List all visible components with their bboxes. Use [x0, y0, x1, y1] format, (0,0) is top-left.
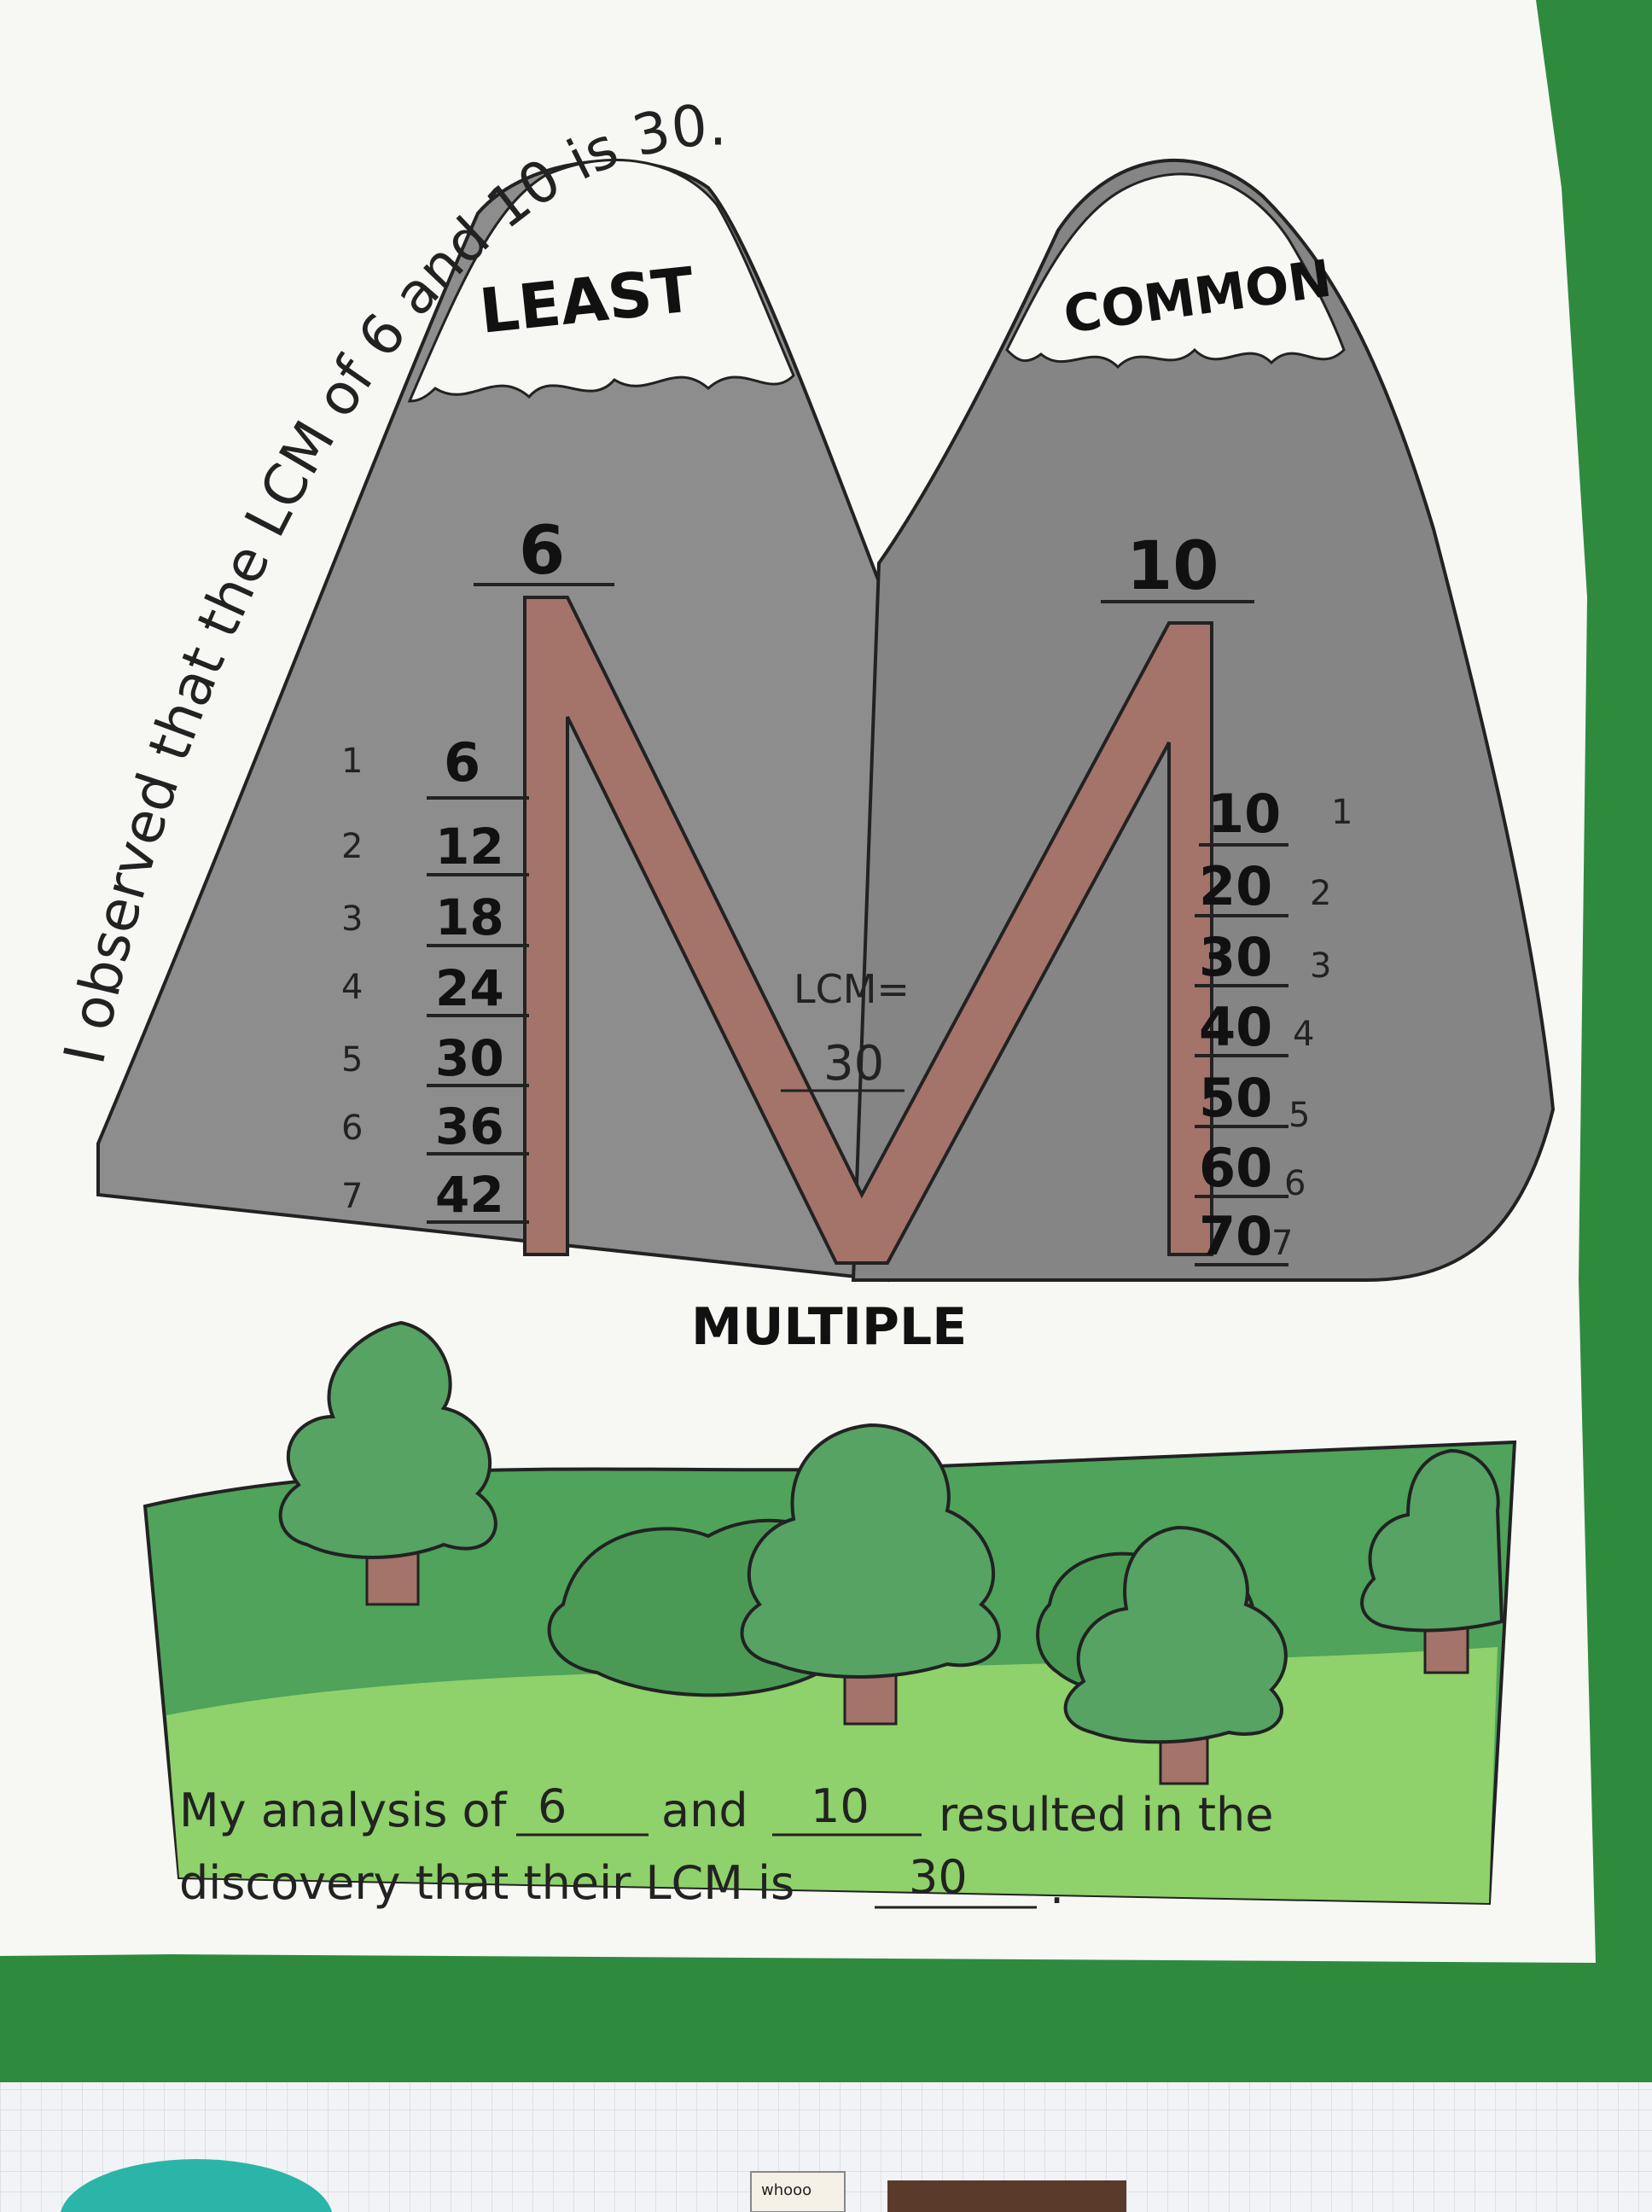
tree-canopy — [740, 1423, 1001, 1679]
left-index: 2 — [341, 827, 363, 866]
right-multiple: 40 — [1199, 996, 1272, 1058]
left-index: 5 — [341, 1040, 363, 1080]
sticker-text: whooo — [761, 2181, 811, 2199]
owl-sticker — [750, 2171, 846, 2212]
right-index: 3 — [1310, 946, 1331, 986]
sentence-line2-a: discovery that their LCM is — [179, 1856, 794, 1910]
left-multiple: 24 — [435, 959, 504, 1017]
sentence-line2-b: . — [1050, 1860, 1064, 1914]
right-index: 6 — [1284, 1164, 1306, 1203]
left-index: 3 — [341, 899, 363, 939]
sentence-blank1: 6 — [538, 1779, 567, 1833]
lcm-value: 30 — [823, 1036, 884, 1091]
right-multiple: 30 — [1199, 926, 1272, 988]
snow-cap-right — [1005, 172, 1346, 370]
left-index: 1 — [341, 742, 363, 781]
left-multiples: 6 12 18 24 30 36 42 — [427, 731, 529, 1224]
mountain-left — [96, 159, 907, 1283]
sentence-blank3: 30 — [909, 1850, 968, 1904]
sentence-line1-a: My analysis of — [179, 1784, 509, 1837]
sentence-line1-c: resulted in the — [939, 1788, 1273, 1842]
left-multiple: 30 — [435, 1029, 504, 1087]
right-multiple: 60 — [1199, 1137, 1272, 1199]
lcm-label: LCM= — [794, 966, 910, 1012]
right-indices: 1 2 3 4 5 6 7 — [1271, 793, 1352, 1263]
sentence-line1-b: and — [661, 1784, 748, 1837]
right-index: 1 — [1331, 793, 1352, 832]
sentence: My analysis of 6 and 10 resulted in the … — [179, 1779, 1273, 1914]
teal-sticker — [61, 2159, 332, 2212]
right-multiple: 70 — [1199, 1205, 1272, 1267]
snow-cap-left — [407, 159, 795, 403]
left-multiple: 42 — [435, 1166, 504, 1224]
sentence-blank2: 10 — [811, 1779, 870, 1833]
tree-center — [740, 1423, 1001, 1726]
left-multiple: 6 — [444, 731, 480, 794]
right-index: 7 — [1271, 1224, 1293, 1263]
left-column-number: 6 — [519, 513, 565, 590]
left-index: 7 — [341, 1177, 363, 1216]
tree-canopy — [1063, 1525, 1288, 1744]
letter-m — [523, 596, 1213, 1265]
right-index: 5 — [1288, 1096, 1310, 1135]
right-column-number: 10 — [1126, 528, 1219, 605]
right-multiple: 50 — [1199, 1067, 1272, 1129]
tree-canopy — [1360, 1448, 1504, 1633]
left-index: 4 — [341, 968, 363, 1007]
left-multiple: 18 — [435, 888, 504, 946]
right-index: 4 — [1293, 1015, 1314, 1054]
left-indices: 1 2 3 4 5 6 7 — [341, 742, 363, 1216]
right-multiple: 20 — [1199, 855, 1272, 917]
right-multiples: 10 20 30 40 50 60 70 — [1195, 783, 1288, 1267]
tree-canopy — [278, 1320, 497, 1559]
left-multiple: 12 — [435, 818, 504, 876]
left-index: 6 — [341, 1109, 363, 1148]
patterned-paper — [887, 2180, 1126, 2212]
tree-right — [1063, 1525, 1288, 1785]
right-multiple: 10 — [1207, 783, 1281, 845]
left-multiple: 36 — [435, 1097, 504, 1155]
right-index: 2 — [1310, 874, 1331, 913]
tree-left — [278, 1320, 497, 1606]
tree-far-right — [1360, 1448, 1504, 1674]
multiple-label: MULTIPLE — [691, 1297, 967, 1357]
